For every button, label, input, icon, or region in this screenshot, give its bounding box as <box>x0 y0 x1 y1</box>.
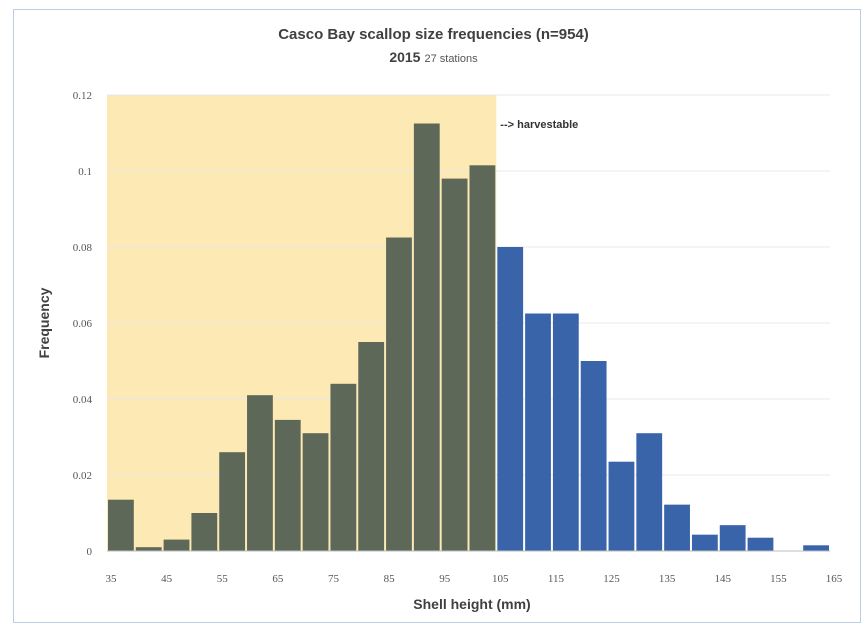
subtitle-year: 2015 <box>389 49 421 65</box>
bar <box>469 165 496 552</box>
bar <box>191 513 218 551</box>
bar <box>386 237 412 551</box>
bar <box>219 452 246 551</box>
y-tick-label: 0.04 <box>73 394 93 406</box>
x-tick-label: 125 <box>603 573 620 585</box>
bar <box>135 547 162 551</box>
y-tick-label: 0.06 <box>73 318 93 330</box>
x-tick-label: 65 <box>272 573 284 585</box>
x-tick-label: 155 <box>770 573 787 585</box>
x-axis-title: Shell height (mm) <box>413 596 530 612</box>
bar <box>552 313 579 551</box>
bar <box>608 461 635 551</box>
x-tick-label: 135 <box>659 573 676 585</box>
y-tick-label: 0.1 <box>78 166 92 178</box>
bar <box>108 499 134 551</box>
bar <box>636 433 663 551</box>
x-tick-label: 55 <box>217 573 229 585</box>
chart-title: Casco Bay scallop size frequencies (n=95… <box>278 26 589 43</box>
x-tick-label: 115 <box>548 573 565 585</box>
bar <box>441 178 468 551</box>
bar <box>274 419 301 551</box>
bar <box>247 395 273 551</box>
x-tick-label: 45 <box>161 573 173 585</box>
x-tick-label: 145 <box>715 573 732 585</box>
x-tick-label: 85 <box>384 573 396 585</box>
y-tick-label: 0.12 <box>73 90 92 102</box>
bar <box>525 313 551 551</box>
y-tick-label: 0.08 <box>73 242 93 254</box>
bar <box>664 504 690 551</box>
x-tick-label: 165 <box>826 573 843 585</box>
x-tick-label: 95 <box>439 573 451 585</box>
bar <box>719 525 746 551</box>
y-axis-title: Frequency <box>36 287 52 358</box>
x-tick-label: 75 <box>328 573 340 585</box>
bar <box>302 433 329 551</box>
bar <box>163 539 190 551</box>
bar <box>413 123 440 551</box>
bar <box>803 545 829 551</box>
bar <box>358 342 385 551</box>
bar <box>330 383 357 551</box>
subtitle-note: 27 stations <box>424 53 478 65</box>
y-tick-label: 0.02 <box>73 470 92 482</box>
x-tick-label: 35 <box>106 573 118 585</box>
bar <box>497 247 524 551</box>
bar <box>747 537 774 551</box>
bar <box>580 361 607 551</box>
chart-subtitle: 2015 27 stations <box>0 49 867 65</box>
harvestable-annotation: --> harvestable <box>500 119 578 131</box>
y-tick-label: 0 <box>87 546 93 558</box>
x-tick-label: 105 <box>492 573 509 585</box>
bar <box>691 534 718 551</box>
